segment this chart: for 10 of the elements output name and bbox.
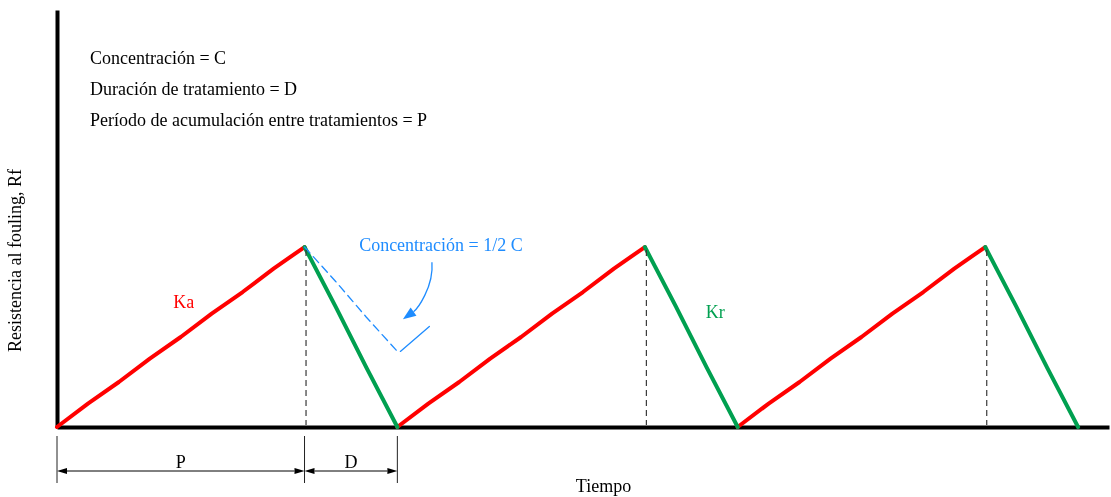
series-label: Kr [705, 302, 725, 323]
text: D [344, 452, 358, 472]
y-axis-title: Resistencia al fouling, Rf [4, 169, 25, 352]
series-label: Concentración = 1/2 C [359, 235, 523, 256]
text: Concentración = C [90, 48, 227, 68]
x-axis-title: Tiempo [575, 475, 632, 496]
series-label: Ka [173, 292, 195, 313]
text: Período de acumulación entre tratamientos = P [90, 110, 428, 130]
text: P [175, 452, 186, 472]
text: Duración de tratamiento = D [90, 79, 298, 99]
